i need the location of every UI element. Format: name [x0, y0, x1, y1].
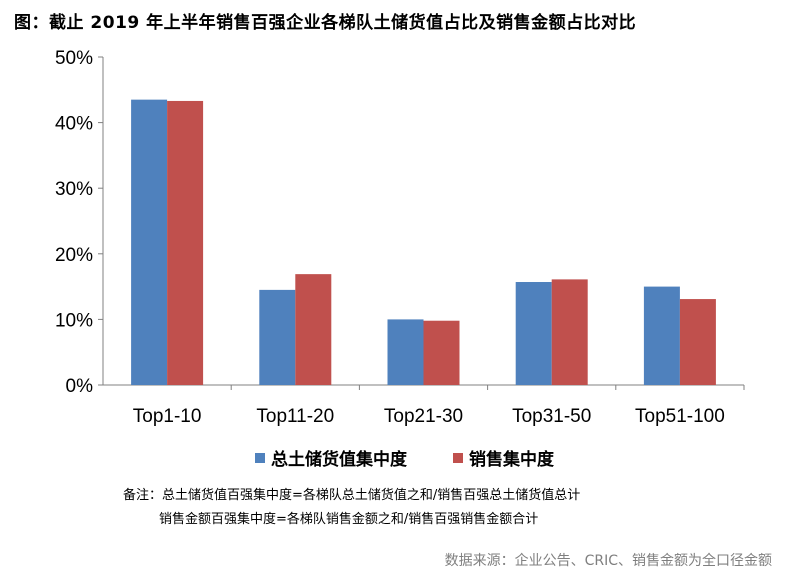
bar-sales: [551, 279, 588, 385]
y-tick-label: 10%: [55, 310, 93, 331]
bar-sales: [167, 100, 204, 386]
bars: [131, 99, 716, 386]
legend-label-sales: 销售集中度: [469, 450, 554, 470]
bar-sales: [423, 320, 460, 385]
bar-sales: [295, 274, 332, 385]
y-tick-label: 0%: [66, 376, 94, 397]
x-tick-label: Top1-10: [133, 406, 202, 427]
note-line-1: 备注：总土储货值百强集中度=各梯队总土储货值之和/销售百强总土储货值总计: [123, 488, 581, 503]
bar-storage: [259, 289, 296, 385]
legend-item-storage: 总土储货值集中度: [255, 445, 407, 470]
bar-storage: [515, 282, 552, 385]
bar-storage: [387, 319, 424, 385]
chart-title: 图：截止 2019 年上半年销售百强企业各梯队土储货值占比及销售金额占比对比: [14, 13, 637, 33]
y-tick-label: 40%: [55, 114, 93, 135]
x-tick-label: Top31-50: [512, 406, 591, 427]
legend: 总土储货值集中度 销售集中度: [0, 445, 800, 471]
legend-swatch-storage: [255, 452, 265, 463]
x-axis-ticks: Top1-10 Top11-20 Top21-30 Top31-50 Top51-100: [133, 385, 745, 427]
legend-swatch-sales: [453, 452, 463, 463]
x-tick-label: Top21-30: [384, 406, 463, 427]
note-line-2: 销售金额百强集中度=各梯队销售金额之和/销售百强销售金额合计: [159, 512, 539, 527]
y-axis-ticks: 0% 10% 20% 30% 40% 50%: [55, 48, 103, 397]
x-tick-label: Top51-100: [635, 406, 725, 427]
bar-storage: [643, 286, 680, 385]
bar-sales: [679, 299, 716, 385]
source-note: 数据来源：企业公告、CRIC、销售金额为全口径金额: [444, 553, 772, 569]
y-tick-label: 30%: [55, 179, 93, 200]
legend-item-sales: 销售集中度: [453, 445, 554, 470]
y-tick-label: 50%: [55, 48, 93, 69]
bar-storage: [131, 99, 168, 385]
x-tick-label: Top11-20: [256, 406, 334, 427]
y-tick-label: 20%: [55, 245, 93, 266]
legend-label-storage: 总土储货值集中度: [271, 450, 407, 470]
